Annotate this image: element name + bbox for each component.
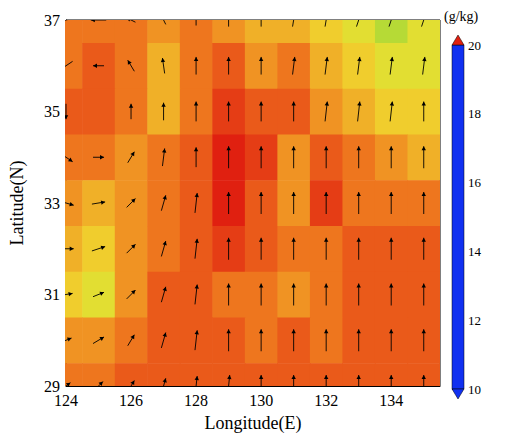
svg-text:128: 128 [184, 392, 208, 409]
svg-text:Latitude(N): Latitude(N) [7, 161, 28, 246]
svg-text:126: 126 [119, 392, 143, 409]
svg-text:124: 124 [54, 392, 78, 409]
svg-text:37: 37 [44, 12, 60, 29]
svg-text:14: 14 [468, 244, 482, 259]
svg-text:Longitude(E): Longitude(E) [205, 413, 302, 434]
svg-text:29: 29 [44, 377, 60, 395]
svg-text:31: 31 [44, 286, 60, 303]
svg-text:130: 130 [249, 392, 273, 409]
svg-text:(g/kg): (g/kg) [444, 9, 479, 25]
svg-text:35: 35 [44, 103, 60, 120]
svg-text:16: 16 [468, 175, 482, 190]
svg-text:12: 12 [468, 313, 481, 328]
svg-text:10: 10 [468, 382, 481, 397]
svg-text:33: 33 [44, 195, 60, 212]
svg-text:132: 132 [314, 392, 338, 409]
svg-text:18: 18 [468, 106, 481, 121]
svg-text:20: 20 [468, 38, 481, 53]
svg-text:134: 134 [379, 392, 403, 409]
